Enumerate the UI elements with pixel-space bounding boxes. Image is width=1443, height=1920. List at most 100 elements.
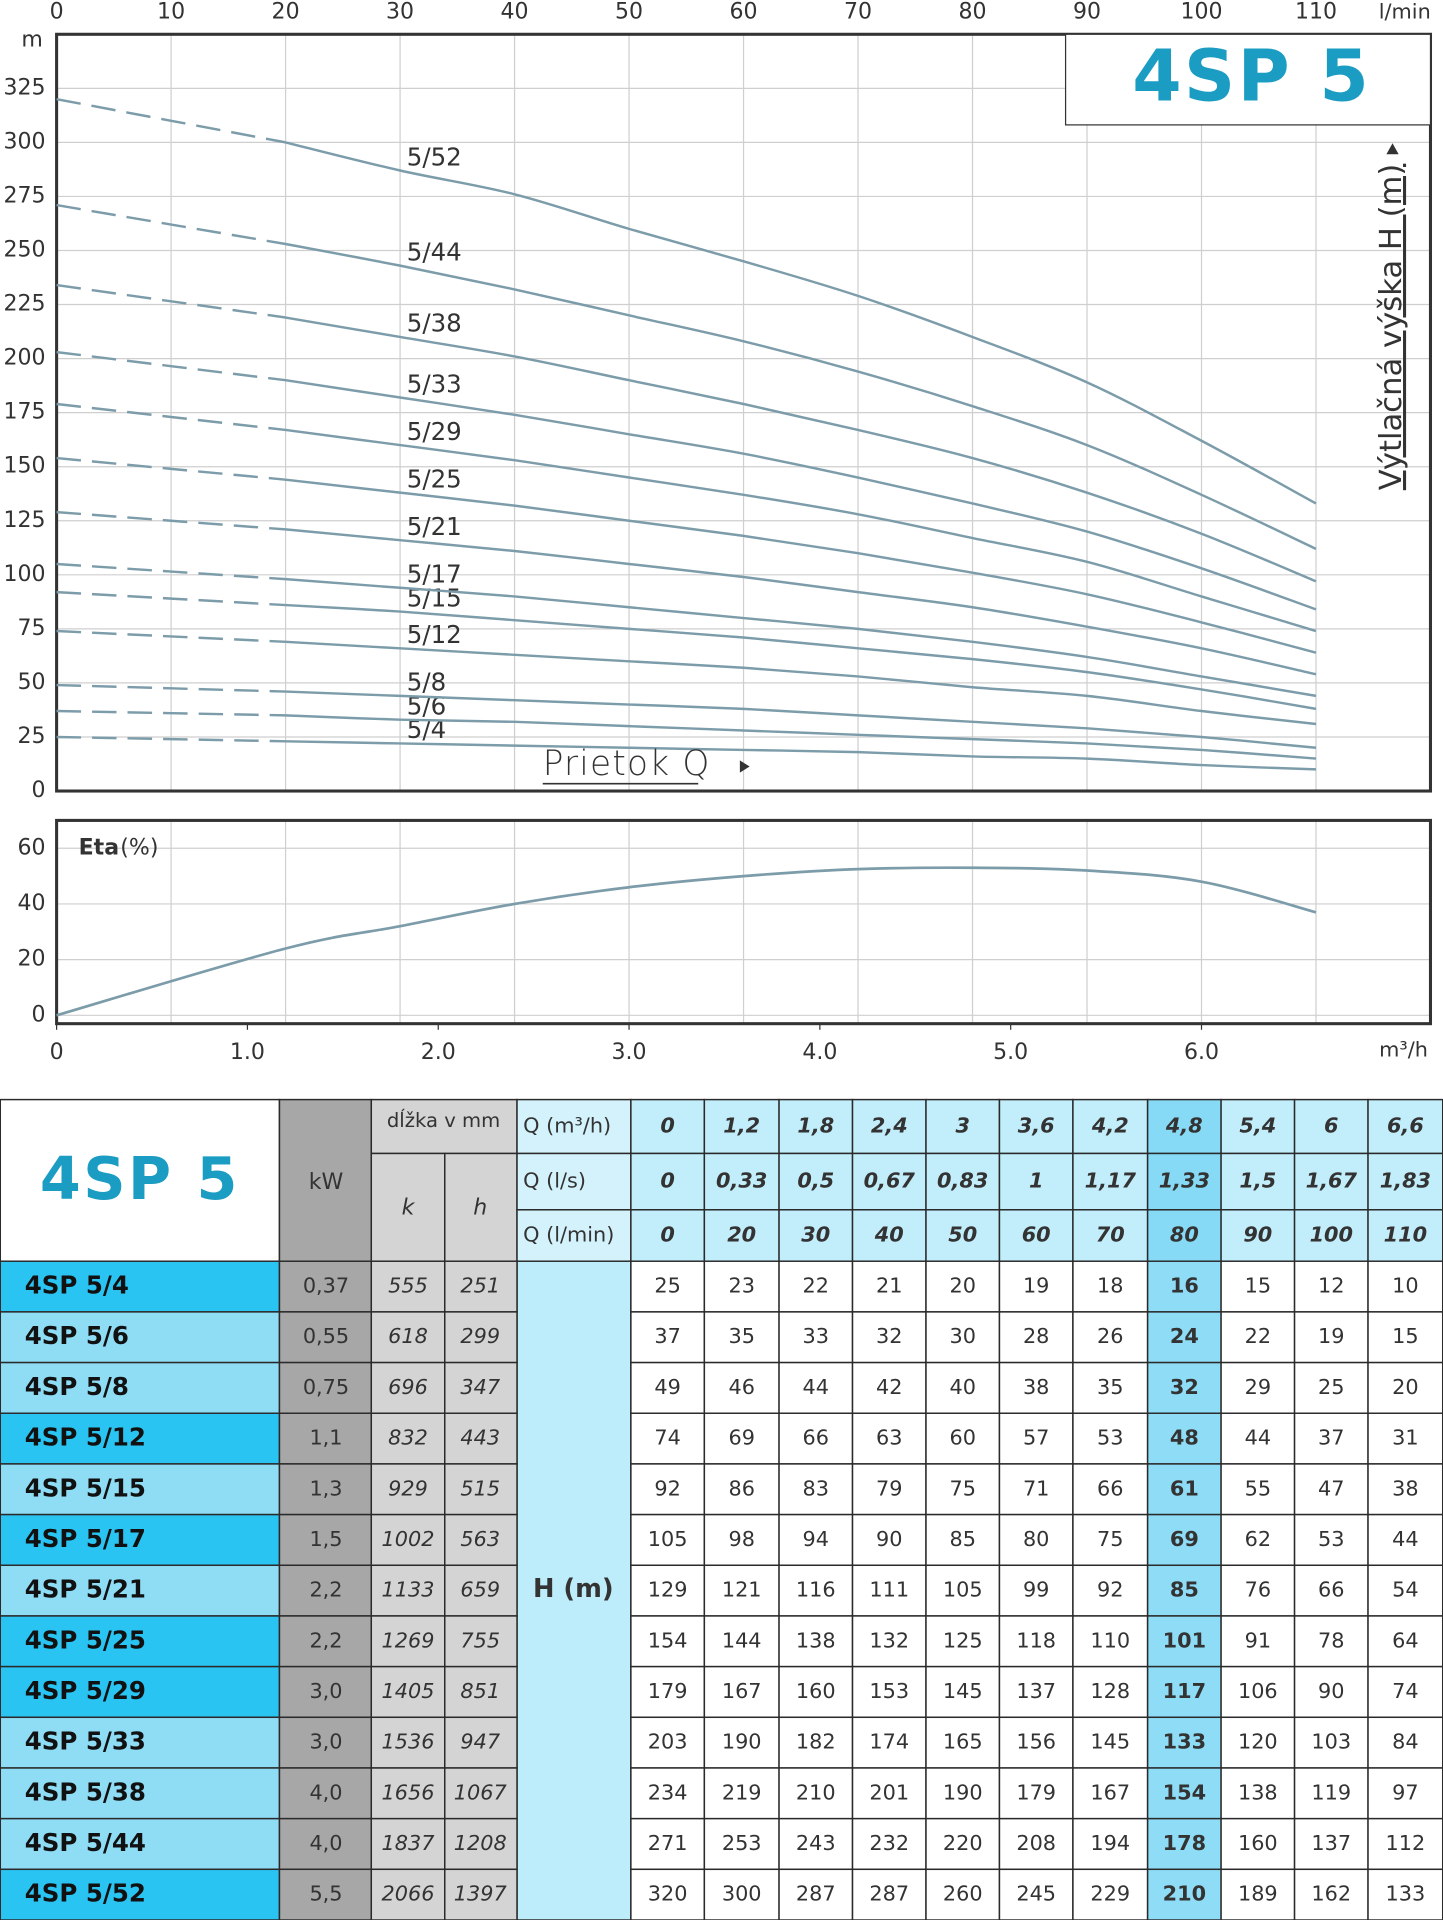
chart-title: Eta — [79, 836, 119, 861]
cell-text: 6,6 — [1387, 1114, 1424, 1138]
table-cell — [778, 1564, 854, 1617]
cell-text: 234 — [648, 1780, 688, 1804]
curve-label: 5/52 — [407, 142, 462, 171]
table-cell — [703, 1260, 780, 1313]
cell-text: 4,2 — [1091, 1114, 1129, 1138]
cell-text: 20 — [949, 1274, 975, 1298]
table-cell — [1293, 1361, 1369, 1414]
table-cell — [998, 1513, 1074, 1567]
table-cell — [1367, 1260, 1443, 1313]
cell-text: 0,5 — [797, 1169, 834, 1193]
cell-text: 47 — [1318, 1476, 1344, 1500]
x-tick-label: 6.0 — [1184, 1040, 1219, 1065]
x2-tick-label: 110 — [1295, 0, 1337, 24]
logo: 4SP 5 — [1132, 34, 1371, 117]
curve-extrapolated — [56, 735, 286, 743]
table-cell — [1072, 1513, 1149, 1567]
cell-text: 1,83 — [1380, 1169, 1431, 1193]
cell-text: 97 — [1392, 1780, 1418, 1804]
cell-text: 755 — [460, 1628, 500, 1652]
curve-extrapolated — [56, 709, 286, 717]
table-cell — [998, 1463, 1074, 1516]
table-cell — [1072, 1152, 1149, 1211]
x2-tick-label: 50 — [615, 0, 643, 24]
cell-text: 92 — [1097, 1578, 1123, 1602]
table-cell — [1220, 1665, 1296, 1719]
cell-text: 253 — [722, 1831, 762, 1855]
table-cell — [1146, 1209, 1222, 1262]
table-cell — [0, 1463, 281, 1516]
cell-text: 4SP 5/12 — [25, 1423, 146, 1452]
cell-text: 105 — [943, 1578, 983, 1602]
table-cell — [1367, 1209, 1443, 1262]
table-cell — [444, 1311, 518, 1364]
arrow-up — [1386, 143, 1399, 155]
table-cell — [1293, 1412, 1369, 1465]
cell-text: 851 — [460, 1679, 500, 1703]
cell-text: 4SP 5/29 — [25, 1676, 146, 1705]
cell-text: 32 — [876, 1324, 902, 1348]
cell-text: 145 — [1090, 1730, 1130, 1754]
cell-text: 0,37 — [303, 1274, 349, 1298]
cell-text: 98 — [728, 1527, 754, 1551]
table-cell — [1367, 1098, 1443, 1155]
table-cell — [1293, 1098, 1369, 1155]
curve — [285, 528, 1317, 676]
table-cell — [1146, 1665, 1222, 1719]
table-cell — [370, 1665, 446, 1719]
curve-label: 5/25 — [407, 464, 462, 493]
cell-text: 1405 — [382, 1679, 435, 1703]
cell-text: 40 — [949, 1375, 975, 1399]
table-cell — [998, 1209, 1074, 1262]
cell-text: 929 — [388, 1476, 428, 1500]
cell-text: 189 — [1238, 1882, 1278, 1906]
cell-text: 117 — [1163, 1679, 1206, 1703]
x2-tick-label: 0 — [50, 0, 64, 24]
y-tick-label: 325 — [4, 75, 46, 100]
table-cell — [778, 1311, 854, 1364]
cell-text: 2,2 — [309, 1578, 342, 1602]
cell-text: 110 — [1384, 1223, 1427, 1247]
table-cell — [1367, 1615, 1443, 1668]
table-cell — [516, 1260, 632, 1920]
cell-text: 618 — [388, 1324, 428, 1348]
cell-text: 4SP 5/15 — [25, 1473, 146, 1502]
table-cell — [1293, 1817, 1369, 1871]
cell-text: 178 — [1163, 1831, 1206, 1855]
cell-text: 138 — [796, 1628, 836, 1652]
x-tick-label: 5.0 — [993, 1040, 1028, 1065]
cell-text: 219 — [722, 1780, 762, 1804]
cell-text: h — [473, 1196, 487, 1221]
table-cell — [444, 1513, 518, 1567]
cell-text: 62 — [1245, 1527, 1271, 1551]
cell-text: 160 — [796, 1679, 836, 1703]
cell-text: 35 — [1097, 1375, 1123, 1399]
table-cell — [1220, 1463, 1296, 1516]
table-cell — [278, 1412, 373, 1465]
y-tick-label: 300 — [4, 129, 46, 154]
table-cell — [1367, 1361, 1443, 1414]
table-cell — [370, 1463, 446, 1516]
cell-text: 69 — [728, 1426, 754, 1450]
table-cell — [925, 1152, 1001, 1211]
table-cell — [370, 1361, 446, 1414]
cell-text: 154 — [1163, 1780, 1206, 1804]
x-tick-label: 0 — [50, 1040, 64, 1065]
table-cell — [1367, 1665, 1443, 1719]
curve-label: 5/12 — [407, 620, 462, 649]
cell-text: 203 — [648, 1730, 688, 1754]
table-cell — [278, 1564, 373, 1617]
cell-text: 1,2 — [723, 1114, 760, 1138]
curve-extrapolated — [56, 97, 286, 144]
cell-text: 70 — [1096, 1223, 1125, 1247]
y-tick-label: 225 — [4, 292, 46, 317]
cell-text: 38 — [1023, 1375, 1049, 1399]
table-cell — [703, 1868, 780, 1920]
cell-text: 3,6 — [1018, 1114, 1055, 1138]
cell-text: 0,67 — [864, 1169, 916, 1193]
table-cell — [1367, 1564, 1443, 1617]
x2-tick-label: 90 — [1073, 0, 1101, 24]
cell-text: 22 — [1245, 1324, 1271, 1348]
cell-text: 40 — [874, 1223, 904, 1247]
cell-text: 555 — [388, 1274, 428, 1298]
